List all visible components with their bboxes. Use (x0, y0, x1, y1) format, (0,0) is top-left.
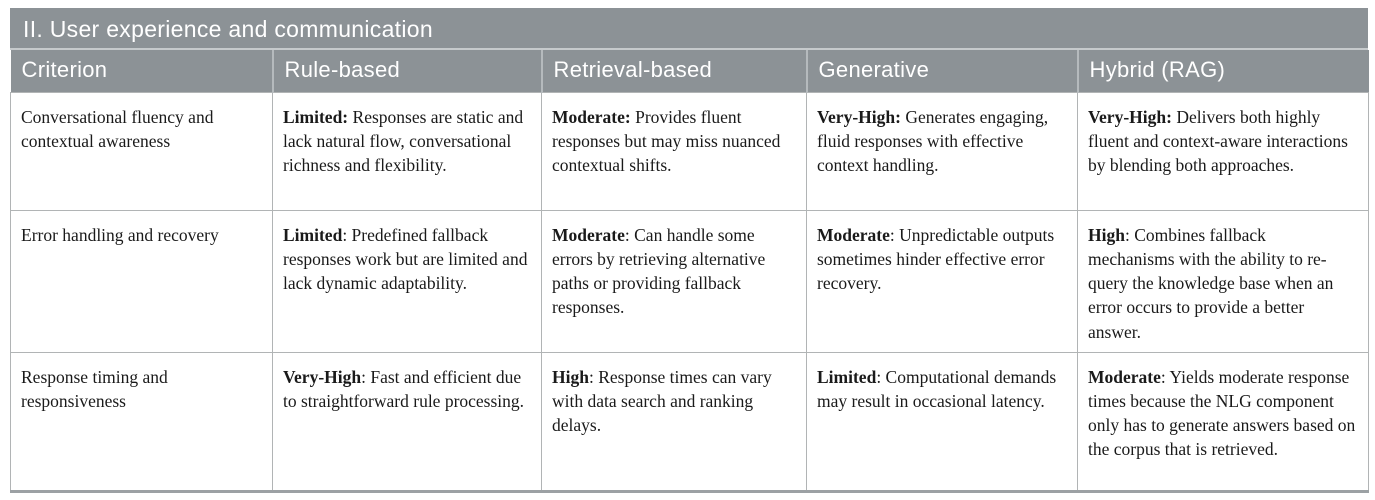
rating-description: : Predefined fallback responses work but… (283, 225, 528, 294)
column-header-criterion: Criterion (10, 50, 273, 93)
rating-description: Responses are static and lack natural fl… (283, 107, 524, 176)
rating-cell: Moderate: Unpredictable outputs sometime… (806, 210, 1078, 353)
rating-cell: Moderate: Yields moderate response times… (1077, 351, 1369, 492)
column-header-hybrid-rag: Hybrid (RAG) (1076, 50, 1369, 93)
rating-cell: Very-High: Fast and efficient due to str… (272, 351, 542, 492)
rating-cell: Moderate: Provides fluent responses but … (541, 92, 807, 211)
rating-cell: Very-High: Generates engaging, fluid res… (806, 92, 1078, 211)
table-row: Response timing and responsiveness Very-… (10, 351, 1369, 492)
header-row: Criterion Rule-based Retrieval-based Gen… (10, 50, 1369, 93)
section-title-bar: II. User experience and communication (10, 8, 1368, 50)
section-title: II. User experience and communication (23, 16, 433, 42)
rating-description: : Yields moderate response times because… (1088, 366, 1356, 460)
rating-description: Provides fluent responses but may miss n… (552, 107, 781, 176)
rating-cell: High: Response times can vary with data … (541, 351, 807, 492)
table-figure: II. User experience and communication Cr… (10, 8, 1369, 493)
criterion-cell: Response timing and responsiveness (10, 351, 273, 492)
rating-label: Limited (817, 366, 877, 387)
table-row: Error handling and recovery Limited: Pre… (10, 210, 1369, 353)
rating-description: : Can handle some errors by retrieving a… (552, 225, 766, 318)
rating-description: : Combines fallback mechanisms with the … (1088, 225, 1334, 342)
rating-description: : Unpredictable outputs sometimes hinder… (817, 225, 1055, 294)
rating-cell: Limited: Responses are static and lack n… (272, 92, 542, 211)
rating-label: High (552, 366, 589, 387)
rating-label: Moderate: (552, 107, 631, 127)
rating-label: Very-High (283, 366, 362, 387)
rating-label: Moderate (817, 225, 890, 245)
comparison-table: Criterion Rule-based Retrieval-based Gen… (10, 50, 1369, 493)
rating-cell: Moderate: Can handle some errors by retr… (541, 210, 807, 353)
rating-label: Moderate (1088, 366, 1161, 387)
rating-label: Moderate (552, 225, 625, 245)
column-header-retrieval-based: Retrieval-based (540, 50, 807, 93)
rating-cell: Limited: Computational demands may resul… (806, 351, 1078, 492)
table-row: Conversational fluency and contextual aw… (10, 92, 1369, 211)
criterion-cell: Error handling and recovery (10, 210, 273, 353)
rating-cell: High: Combines fallback mechanisms with … (1077, 210, 1369, 353)
column-header-rule-based: Rule-based (271, 50, 542, 93)
rating-label: High (1088, 225, 1125, 245)
rating-label: Limited (283, 225, 343, 245)
column-header-generative: Generative (805, 50, 1078, 93)
rating-description: : Response times can vary with data sear… (552, 366, 772, 435)
rating-description: : Computational demands may result in oc… (817, 366, 1057, 411)
criterion-cell: Conversational fluency and contextual aw… (10, 92, 273, 211)
rating-label: Very-High: (817, 107, 901, 127)
rating-description: Generates engaging, fluid responses with… (817, 107, 1049, 176)
rating-label: Very-High: (1088, 107, 1172, 127)
rating-cell: Limited: Predefined fallback responses w… (272, 210, 542, 353)
rating-description: : Fast and efficient due to straightforw… (283, 366, 525, 411)
rating-description: Delivers both highly fluent and context-… (1088, 107, 1348, 176)
rating-label: Limited: (283, 107, 349, 127)
rating-cell: Very-High: Delivers both highly fluent a… (1077, 92, 1369, 211)
